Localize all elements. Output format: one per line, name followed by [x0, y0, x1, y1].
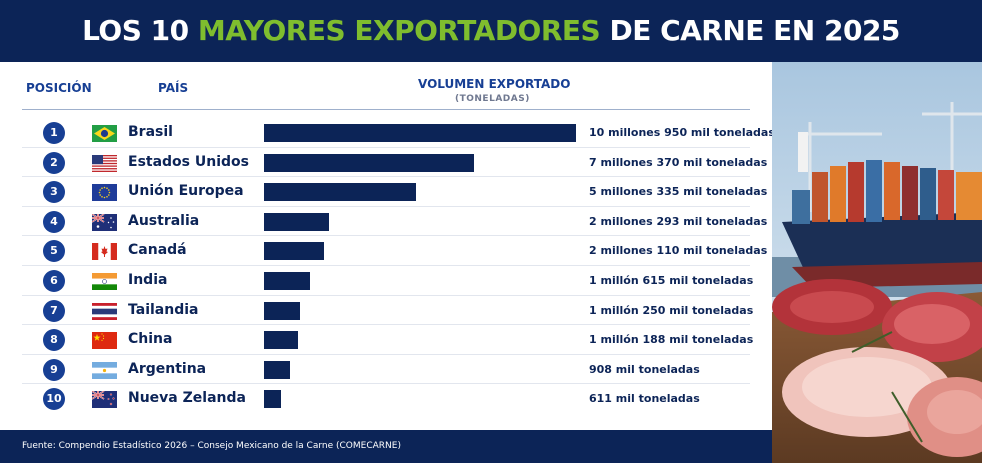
eu-flag-icon	[92, 184, 117, 202]
bar-mark	[264, 242, 325, 261]
country-label: China	[128, 331, 173, 348]
row-divider	[22, 294, 750, 296]
rank-badge: 1	[43, 122, 65, 144]
value-label: 611 mil toneladas	[589, 392, 700, 406]
country-label: Argentina	[128, 360, 207, 377]
table-row: 9 Argentina 908 mil toneladas	[22, 355, 750, 385]
title-part-2: DE CARNE EN 2025	[600, 14, 900, 47]
rank-badge: 5	[43, 240, 65, 263]
country-label: Brasil	[128, 124, 173, 140]
india-flag-icon	[92, 273, 117, 290]
new-zealand-flag-icon	[92, 391, 117, 409]
table-row: 3 Unión Europea 5 millones 335 mil tonelad…	[22, 177, 767, 207]
bar-mark	[264, 390, 282, 409]
bar-mark	[264, 301, 300, 320]
table-row: 8 China 1 millón 188 mil toneladas	[22, 325, 754, 355]
value-label: 1 millón 250 mil toneladas	[589, 303, 754, 317]
cargo-ship-and-meat-illustration	[772, 62, 982, 463]
brazil-flag-icon	[92, 125, 117, 142]
header-unit: (TONELADAS)	[455, 94, 530, 104]
value-label: 5 millones 335 mil toneladas	[589, 185, 768, 199]
table-row: 2 Estados Unidos 7 millones 370 mil tonela…	[22, 148, 767, 178]
thailand-flag-icon	[92, 302, 117, 320]
rosemary-icon	[851, 331, 923, 443]
table-row: 5 Canadá 2 millones 110 mil toneladas	[22, 236, 767, 266]
footer-bar: Fuente: Compendio Estadístico 2026 – Con…	[0, 430, 772, 463]
page-title: LOS 10 MAYORES EXPORTADORES DE CARNE EN …	[0, 0, 982, 62]
value-label: 7 millones 370 mil toneladas	[589, 155, 768, 169]
title-highlight: MAYORES EXPORTADORES	[197, 14, 601, 47]
table-row: 10 Nueva Zelanda 611 mil toneladas	[22, 384, 750, 414]
title-banner	[0, 0, 982, 62]
bar-mark	[264, 272, 311, 290]
china-flag-icon	[92, 332, 117, 350]
rank-badge: 10	[43, 388, 65, 411]
row-divider	[22, 383, 750, 385]
bar-mark	[264, 124, 576, 142]
usa-flag-icon	[92, 154, 117, 172]
country-label: Australia	[128, 212, 200, 229]
country-label: India	[128, 272, 168, 288]
rank-badge: 7	[43, 299, 65, 322]
title-part-1: LOS 10	[82, 14, 198, 47]
value-label: 2 millones 110 mil toneladas	[589, 244, 768, 258]
row-divider	[22, 235, 750, 237]
table-row: 4 Australia 2 millones 293 mil toneladas	[22, 207, 767, 237]
country-label: Estados Unidos	[128, 153, 249, 170]
table-row: 1 Brasil 10 millones 950 mil toneladas	[22, 118, 775, 148]
row-divider	[22, 324, 750, 326]
value-label: 1 millón 615 mil toneladas	[589, 274, 754, 287]
bar-mark	[264, 183, 416, 202]
rank-badge: 6	[43, 270, 65, 292]
value-label: 1 millón 188 mil toneladas	[589, 333, 754, 347]
rank-badge: 9	[43, 358, 65, 381]
country-label: Nueva Zelanda	[128, 390, 246, 407]
meat-cuts	[772, 279, 982, 457]
bar-mark	[264, 212, 330, 231]
country-label: Unión Europea	[128, 183, 244, 200]
row-divider	[22, 146, 750, 148]
header-position: POSICIÓN	[26, 81, 92, 95]
table-row: 6 India 1 millón 615 mil toneladas	[22, 266, 754, 296]
rank-badge: 3	[43, 181, 65, 204]
header-country: PAÍS	[158, 81, 189, 95]
footer-source: Fuente: Compendio Estadístico 2026 – Con…	[22, 441, 401, 451]
header-divider	[22, 109, 750, 110]
row-divider	[22, 176, 750, 178]
rank-badge: 4	[43, 210, 65, 233]
container-stack	[792, 160, 982, 224]
bar-mark	[264, 360, 290, 379]
country-label: Canadá	[128, 242, 187, 259]
rank-badge: 2	[43, 151, 65, 174]
bar-mark	[264, 153, 474, 172]
country-label: Tailandia	[128, 301, 199, 318]
rank-badge: 8	[43, 329, 65, 352]
row-divider	[22, 264, 750, 266]
bar-mark	[264, 331, 298, 350]
row-divider	[22, 205, 750, 207]
argentina-flag-icon	[92, 361, 117, 379]
row-divider	[22, 353, 750, 355]
australia-flag-icon	[92, 213, 117, 231]
header-volume: VOLUMEN EXPORTADO	[418, 77, 571, 91]
canada-flag-icon	[92, 243, 117, 261]
table-row: 7 Tailandia 1 millón 250 mil toneladas	[22, 296, 754, 326]
value-label: 908 mil toneladas	[589, 362, 700, 376]
value-label: 10 millones 950 mil toneladas	[589, 126, 775, 139]
value-label: 2 millones 293 mil toneladas	[589, 214, 768, 228]
